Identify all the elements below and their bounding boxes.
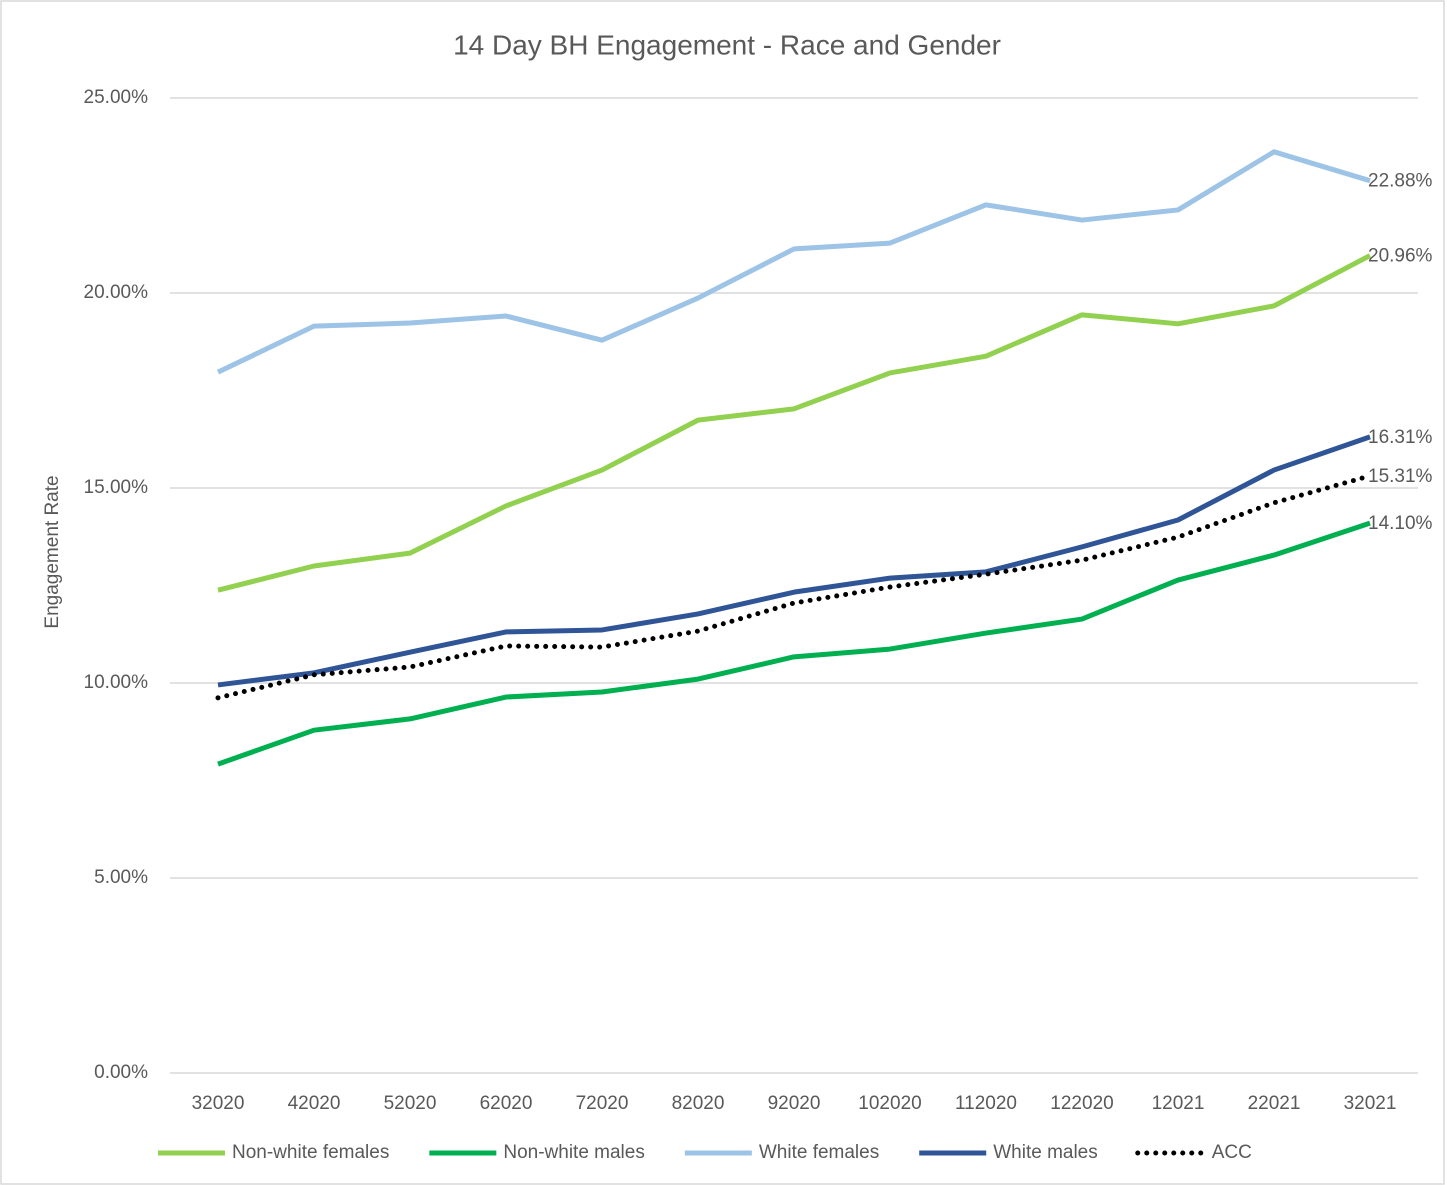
y-tick-label: 20.00% xyxy=(84,282,149,303)
value-label: 22.88% xyxy=(1368,171,1433,192)
x-tick-label: 72020 xyxy=(576,1093,629,1114)
series-line xyxy=(215,473,1373,701)
legend-label: White males xyxy=(993,1142,1098,1163)
x-tick-label: 122020 xyxy=(1050,1093,1113,1114)
series-line xyxy=(217,434,1371,688)
y-tick-label: 0.00% xyxy=(94,1062,148,1083)
value-label: 14.10% xyxy=(1368,513,1433,534)
x-tick-label: 82020 xyxy=(672,1093,725,1114)
series-line xyxy=(217,253,1372,593)
value-label: 20.96% xyxy=(1368,246,1433,267)
x-tick-label: 42020 xyxy=(288,1093,341,1114)
x-tick-label: 62020 xyxy=(480,1093,533,1114)
value-label: 15.31% xyxy=(1368,466,1433,487)
x-tick-label: 92020 xyxy=(768,1093,821,1114)
x-tick-label: 12021 xyxy=(1152,1093,1205,1114)
x-tick-label: 102020 xyxy=(858,1093,921,1114)
legend-label: Non-white males xyxy=(503,1142,645,1163)
y-tick-label: 10.00% xyxy=(84,672,149,693)
x-tick-label: 52020 xyxy=(384,1093,437,1114)
y-tick-label: 15.00% xyxy=(84,477,149,498)
chart-title: 14 Day BH Engagement - Race and Gender xyxy=(453,29,1001,60)
x-tick-label: 32021 xyxy=(1344,1093,1397,1114)
legend-label: ACC xyxy=(1212,1142,1252,1163)
y-axis-label: Engagement Rate xyxy=(42,475,63,628)
legend-label: White females xyxy=(759,1142,879,1163)
series-line xyxy=(216,149,1371,375)
y-tick-label: 25.00% xyxy=(84,87,149,108)
series-line xyxy=(217,520,1371,767)
x-tick-label: 112020 xyxy=(955,1093,1017,1114)
legend-label: Non-white females xyxy=(232,1142,389,1163)
value-label: 16.31% xyxy=(1368,427,1433,448)
x-tick-label: 32020 xyxy=(192,1093,245,1114)
x-tick-label: 22021 xyxy=(1248,1093,1301,1114)
y-tick-label: 5.00% xyxy=(94,867,148,888)
